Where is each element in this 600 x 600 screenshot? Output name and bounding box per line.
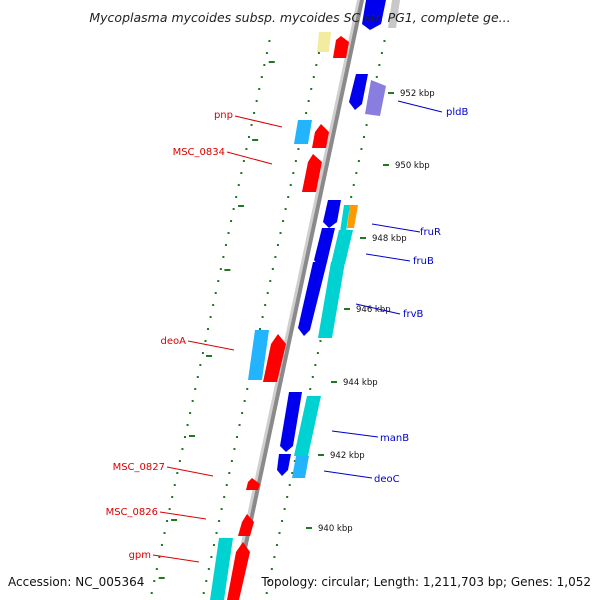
gene-label-msc-0834[interactable]: MSC_0834 [173, 147, 225, 158]
kbp-tick-label: 948 kbp [372, 234, 407, 244]
kbp-tick-label: 942 kbp [330, 451, 365, 461]
gene-label-deoA[interactable]: deoA [161, 336, 187, 347]
genome-summary: Topology: circular; Length: 1,211,703 bp… [260, 575, 591, 589]
gene-label-fruR[interactable]: fruR [420, 227, 441, 238]
gene-feature [246, 478, 260, 490]
gene-feature [317, 32, 331, 52]
gene-labels: pldB fruR fruB frvB manB deoC pnp MSC_08… [106, 107, 469, 561]
gene-feature [349, 74, 368, 110]
gene-feature [362, 0, 386, 30]
gene-feature [323, 200, 341, 228]
gene-label-msc-0826[interactable]: MSC_0826 [106, 507, 158, 518]
gene-label-fruB[interactable]: fruB [413, 256, 434, 267]
gene-feature [365, 80, 386, 116]
gene-feature [277, 454, 291, 476]
gene-feature [302, 154, 322, 192]
tick-rings [150, 40, 386, 594]
left-dot-ring [150, 40, 271, 594]
gene-feature [280, 392, 302, 452]
gene-features [210, 0, 400, 600]
gene-feature [388, 0, 400, 28]
gene-feature [210, 538, 233, 600]
gene-feature [314, 228, 335, 268]
kbp-tick-label: 952 kbp [400, 89, 435, 99]
gene-label-pldB[interactable]: pldB [446, 107, 468, 118]
gene-feature [263, 334, 286, 382]
kbp-tick-label: 950 kbp [395, 161, 430, 171]
map-title: Mycoplasma mycoides subsp. mycoides SC s… [89, 10, 510, 25]
gene-feature [347, 205, 358, 228]
gene-feature [294, 396, 321, 456]
gene-feature [238, 514, 254, 536]
gene-label-pnp[interactable]: pnp [214, 110, 233, 121]
kbp-ticks: 952 kbp 950 kbp 948 kbp 946 kbp 944 kbp 942 k… [158, 61, 435, 579]
gene-label-manB[interactable]: manB [380, 433, 409, 444]
gene-feature [292, 456, 309, 478]
gene-label-gpm[interactable]: gpm [129, 550, 151, 561]
gene-label-msc-0827[interactable]: MSC_0827 [113, 462, 165, 473]
kbp-tick-label: 940 kbp [318, 524, 353, 534]
gene-feature [294, 120, 312, 144]
gene-feature [331, 230, 353, 264]
kbp-tick-label: 946 kbp [356, 305, 391, 315]
gene-feature [333, 36, 349, 58]
gene-feature [248, 330, 269, 380]
accession-label: Accession: NC_005364 [8, 575, 144, 589]
gene-feature [312, 124, 329, 148]
gene-label-deoC[interactable]: deoC [374, 474, 400, 485]
genome-backbone [229, 0, 364, 600]
gene-feature [227, 542, 250, 600]
label-leaders [152, 100, 443, 563]
gene-feature [340, 205, 350, 232]
kbp-tick-label: 944 kbp [343, 378, 378, 388]
gene-feature [298, 262, 327, 336]
gene-label-frvB[interactable]: frvB [403, 309, 424, 320]
gene-feature [318, 262, 345, 338]
